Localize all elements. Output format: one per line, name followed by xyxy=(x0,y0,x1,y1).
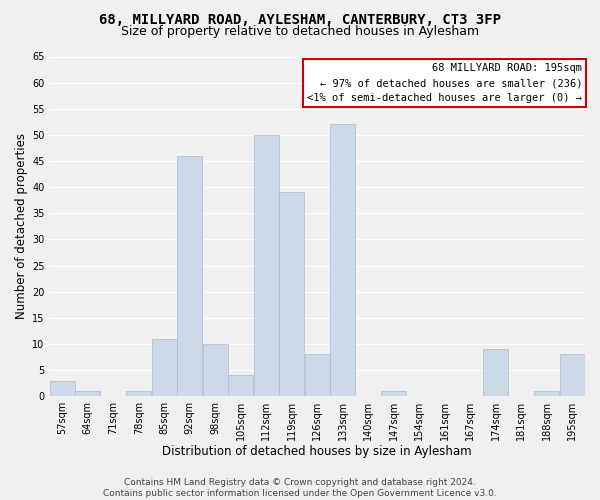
Bar xyxy=(535,391,559,396)
Bar xyxy=(127,391,151,396)
Bar xyxy=(382,391,406,396)
Bar xyxy=(76,391,100,396)
Text: 68, MILLYARD ROAD, AYLESHAM, CANTERBURY, CT3 3FP: 68, MILLYARD ROAD, AYLESHAM, CANTERBURY,… xyxy=(99,12,501,26)
Text: Size of property relative to detached houses in Aylesham: Size of property relative to detached ho… xyxy=(121,25,479,38)
Bar xyxy=(254,135,278,396)
Bar xyxy=(331,124,355,396)
Y-axis label: Number of detached properties: Number of detached properties xyxy=(15,134,28,320)
Bar xyxy=(152,338,176,396)
Bar xyxy=(280,192,304,396)
X-axis label: Distribution of detached houses by size in Aylesham: Distribution of detached houses by size … xyxy=(163,444,472,458)
Bar xyxy=(203,344,227,396)
Text: Contains HM Land Registry data © Crown copyright and database right 2024.
Contai: Contains HM Land Registry data © Crown c… xyxy=(103,478,497,498)
Text: 68 MILLYARD ROAD: 195sqm
← 97% of detached houses are smaller (236)
<1% of semi-: 68 MILLYARD ROAD: 195sqm ← 97% of detach… xyxy=(307,64,583,103)
Bar xyxy=(229,376,253,396)
Bar xyxy=(305,354,329,396)
Bar xyxy=(178,156,202,396)
Bar xyxy=(484,349,508,396)
Bar xyxy=(560,354,584,396)
Bar xyxy=(50,380,74,396)
